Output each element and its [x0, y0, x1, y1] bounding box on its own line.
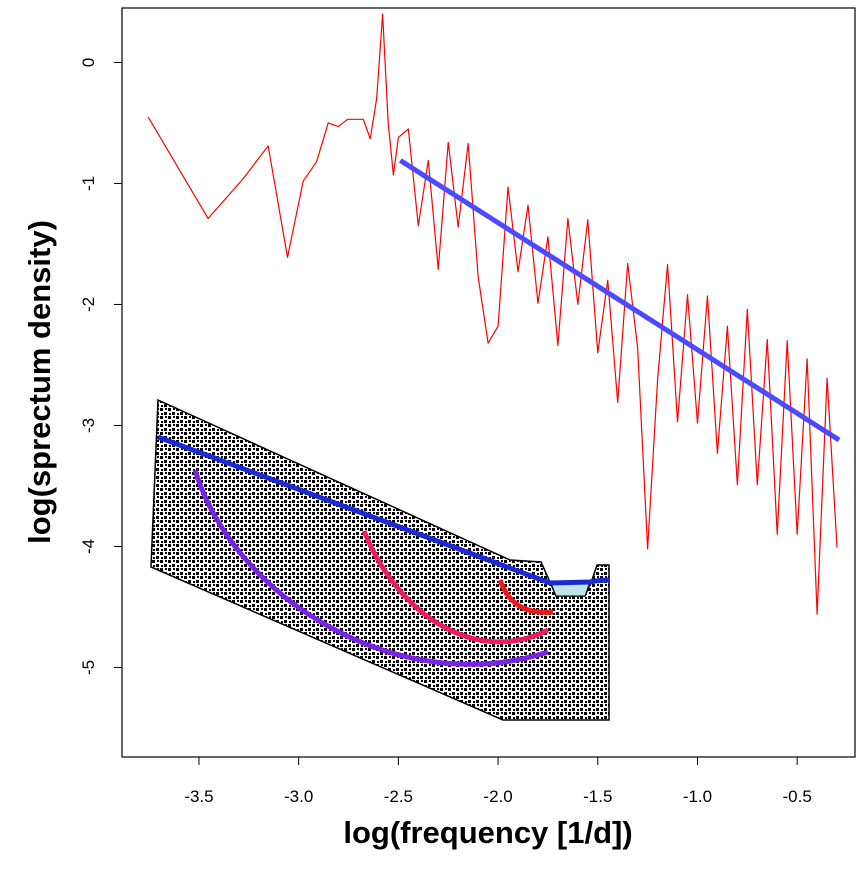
- plot-frame: [121, 7, 856, 758]
- y-axis-label: log(sprectum density): [22, 220, 57, 544]
- y-tick-label: -1: [79, 176, 98, 191]
- x-axis-label: log(frequency [1/d]): [343, 815, 632, 850]
- y-tick-label: -2: [79, 297, 98, 312]
- x-tick-label: -3.5: [184, 787, 213, 806]
- flow-path: [361, 530, 550, 645]
- plot-area: [147, 13, 841, 615]
- series-line: [399, 158, 841, 443]
- y-tick-label: -5: [79, 660, 98, 675]
- x-tick-label: -3.0: [284, 787, 313, 806]
- flow-path: [497, 579, 554, 615]
- x-tick-label: -1.0: [683, 787, 712, 806]
- x-tick-label: -1.5: [583, 787, 612, 806]
- y-tick-label: -3: [79, 418, 98, 433]
- y-tick-label: 0: [79, 58, 98, 67]
- x-tick-label: -2.0: [483, 787, 512, 806]
- x-tick-label: -2.5: [384, 787, 413, 806]
- y-tick-label: -4: [79, 539, 98, 554]
- series-line: [147, 13, 838, 615]
- water-table: [157, 434, 610, 586]
- flow-path: [192, 469, 549, 667]
- inset-diagram: [150, 398, 610, 721]
- x-tick-label: -0.5: [783, 787, 812, 806]
